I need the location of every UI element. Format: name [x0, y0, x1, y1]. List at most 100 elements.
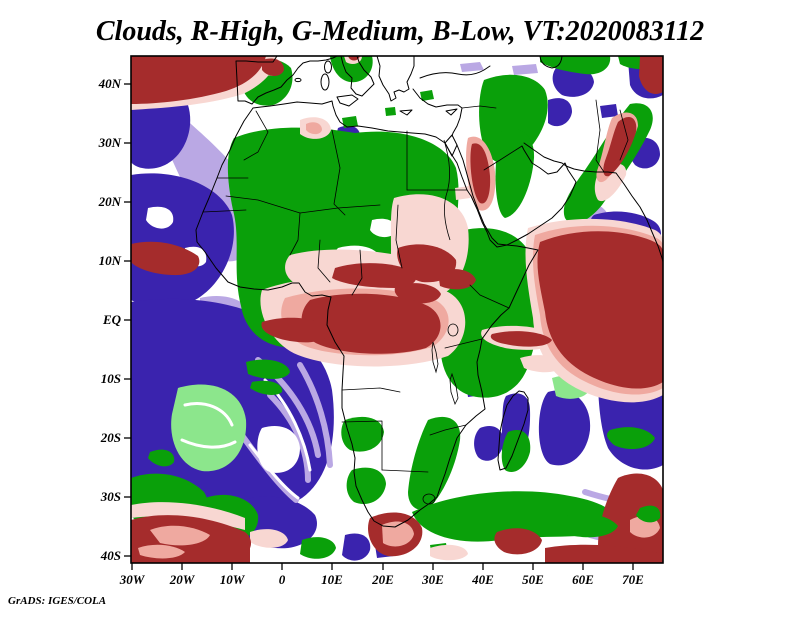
medium-cloud [246, 359, 290, 379]
low-cloud-texture [267, 392, 311, 483]
lon-label-40e: 40E [471, 572, 494, 587]
longitude-labels: 30W 20W 10W 0 10E 20E 30E 40E 50E 60E 70… [119, 572, 644, 587]
country-borders [202, 99, 629, 505]
high-cloud [131, 241, 200, 276]
high-cloud [438, 269, 476, 290]
cyprus-coastline [445, 108, 458, 116]
high-cloud-faint [520, 355, 562, 373]
border-kenya-tanzania [444, 338, 483, 349]
high-cloud [262, 58, 284, 76]
lat-label-40n: 40N [98, 76, 122, 91]
border-senegal-mali [289, 212, 301, 256]
border-chad-sudan [395, 204, 403, 269]
sardinia-coastline [320, 73, 330, 91]
medium-cloud [330, 56, 373, 83]
border-niger-north [337, 204, 381, 209]
high-cloud [537, 231, 663, 389]
map-frame [130, 55, 664, 564]
border-botswana-south [381, 469, 429, 473]
border-angola-drc [341, 387, 401, 393]
medium-cloud [540, 56, 611, 75]
balearic-island [294, 77, 302, 83]
low-cloud [600, 104, 618, 118]
madagascar-coastline [497, 390, 529, 471]
medium-cloud [342, 116, 358, 128]
low-cloud [342, 533, 371, 561]
lon-label-0: 0 [279, 572, 286, 587]
lake-malawi [449, 372, 459, 406]
coastlines [195, 56, 663, 528]
high-cloud-marbling [150, 525, 210, 546]
grads-attribution: GrADS: IGES/COLA [8, 595, 106, 607]
caspian-coastline [539, 56, 563, 69]
plot-title: Clouds, R-High, G-Medium, B-Low, VT:2020… [96, 16, 704, 47]
gap-streaks-lightgreen [180, 438, 237, 449]
border-wsahara-south [202, 209, 247, 213]
border-iran-afghanistan [595, 99, 605, 173]
lake-tanganyika [431, 341, 439, 374]
high-cloud [603, 117, 637, 177]
lat-label-10n: 10N [99, 253, 122, 268]
high-cloud [470, 143, 491, 204]
lat-label-10s: 10S [101, 371, 121, 386]
border-algeria-libya [331, 129, 346, 216]
high-cloud-faint [250, 529, 288, 548]
border-turkey-syria [461, 105, 497, 109]
lon-label-60e: 60E [572, 572, 594, 587]
medium-cloud [408, 416, 461, 510]
lake-victoria [447, 323, 459, 337]
high-cloud [545, 544, 663, 563]
italy-coastline [340, 56, 375, 97]
lon-label-30w: 30W [119, 572, 146, 587]
cloud-free-gaps-low [257, 426, 300, 473]
lat-label-30n: 30N [98, 135, 122, 150]
high-cloud-faint [455, 186, 470, 200]
medium-cloud [606, 427, 655, 450]
low-cloud-faint [512, 64, 538, 75]
corsica-coastline [324, 60, 332, 74]
lon-label-10e: 10E [321, 572, 343, 587]
cloud-free-gaps-medium [370, 218, 397, 238]
gap-streaks-lightgreen [183, 402, 234, 427]
persian-gulf-iran-coastline [523, 142, 663, 263]
high-cloud [639, 56, 663, 95]
medium-cloud-over [555, 513, 618, 538]
gap-streaks-low [248, 443, 300, 500]
lon-label-20e: 20E [371, 572, 394, 587]
crete-coastline [399, 109, 413, 116]
lon-label-10w: 10W [220, 572, 246, 587]
lat-label-40s: 40S [100, 548, 121, 563]
border-angola-namibia [341, 420, 383, 471]
black-sea-coastline [419, 65, 491, 79]
cloud-field-layers [131, 56, 663, 563]
medium-cloud [346, 467, 386, 504]
high-cloud-marbling [306, 122, 322, 135]
lon-label-20w: 20W [169, 572, 196, 587]
latitude-ticks [124, 83, 131, 557]
lon-label-30e: 30E [421, 572, 444, 587]
iberia-france-coastline [235, 56, 338, 105]
africa-coastline [195, 100, 539, 528]
border-morocco-algeria [243, 110, 269, 161]
high-cloud [394, 283, 441, 304]
high-cloud [598, 473, 663, 563]
border-niger-nigeria [317, 239, 331, 283]
high-cloud [131, 56, 266, 104]
medium-cloud [300, 537, 336, 559]
medium-cloud [385, 107, 396, 116]
lon-label-50e: 50E [522, 572, 544, 587]
medium-cloud [440, 228, 541, 398]
high-cloud-marbling [138, 544, 185, 559]
high-cloud-marbling [382, 521, 414, 547]
low-cloud [538, 390, 591, 466]
border-iraq-saudi [483, 145, 523, 171]
high-cloud [494, 528, 542, 555]
lat-label-20n: 20N [98, 194, 122, 209]
lon-label-70e: 70E [622, 572, 644, 587]
border-nigeria-cameroon [351, 249, 363, 296]
nile-river [443, 139, 451, 241]
medium-cloud-over [636, 505, 661, 523]
border-afghanistan-pakistan [619, 109, 629, 161]
